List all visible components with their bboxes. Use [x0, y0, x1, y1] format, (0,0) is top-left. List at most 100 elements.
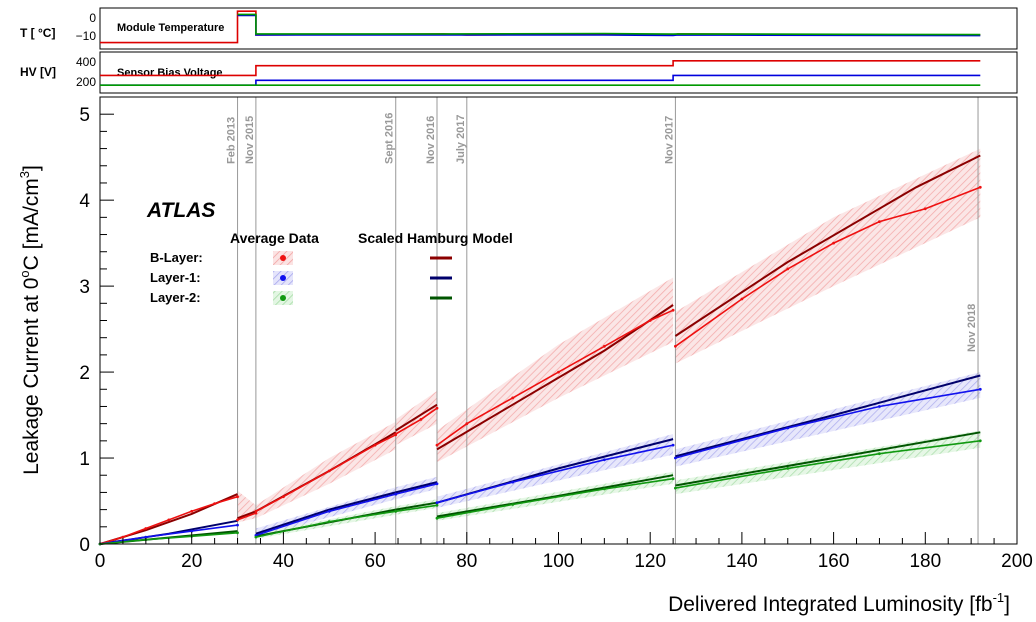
layer-1-data-point: [394, 492, 398, 496]
y-axis-title-end: ]: [20, 165, 43, 171]
period-label: Nov 2016: [425, 116, 437, 164]
layer-2-data-point: [394, 509, 398, 513]
period-label: Nov 2017: [663, 116, 675, 164]
hv-tick-label: 200: [76, 75, 96, 89]
b-layer-data-point: [190, 509, 194, 513]
layer-2-data-line: [395, 504, 438, 513]
temperature-title: Module Temperature: [117, 22, 224, 34]
layer-2-data-point: [236, 531, 239, 535]
hv-tick-label: 400: [76, 55, 96, 69]
x-axis-title-main: Delivered Integrated Luminosity [fb: [668, 593, 993, 616]
layer-2-data-point: [254, 535, 258, 539]
y-axis-title-degree: o: [17, 270, 32, 277]
layer-2-data-point: [603, 487, 606, 491]
period-label: Nov 2018: [966, 304, 978, 352]
period-label: Feb 2013: [226, 117, 238, 164]
layer-2-data-point: [978, 439, 982, 443]
b-layer-data-point: [394, 432, 398, 436]
layer-2-model-line: [395, 501, 438, 511]
y-axis-title-exponent: 3: [17, 171, 32, 178]
legend-header-model: Scaled Hamburg Model: [358, 230, 513, 246]
layer-2-data-line: [436, 477, 674, 519]
temperature-layer-2-line: [237, 13, 981, 36]
b-layer-data-point: [648, 319, 652, 322]
b-layer-data-point: [282, 495, 285, 499]
x-tick-label: 60: [365, 551, 386, 572]
temperature-panel: T [ °C] Module Temperature 0 −10: [20, 7, 1018, 50]
layer-2-data-point: [671, 477, 675, 481]
layer-1-data-point: [435, 482, 439, 486]
b-layer-data-point: [786, 267, 790, 271]
b-layer-data-point: [435, 443, 439, 447]
layer-2-model-line: [436, 474, 674, 518]
b-layer-model-line: [395, 403, 438, 432]
layer-2-model-line: [675, 431, 981, 487]
b-layer-model-line: [237, 510, 257, 520]
b-layer-data-point: [144, 527, 148, 530]
y-tick-label: 4: [79, 191, 90, 212]
b-layer-data-point: [373, 443, 377, 447]
b-layer-data-point: [465, 422, 469, 426]
hv-b-layer-line: [100, 59, 981, 77]
b-layer-data-point: [603, 344, 606, 348]
b-layer-data-point: [674, 344, 677, 348]
layer-2-legend-marker: [280, 295, 286, 301]
x-tick-label: 160: [818, 551, 850, 572]
period-label: Sept 2016: [384, 113, 396, 164]
x-tick-label: 120: [634, 551, 666, 572]
x-tick-label: 200: [1001, 551, 1033, 572]
layer-1-data-line: [395, 483, 438, 495]
b-layer-model-line: [674, 154, 981, 337]
layer-1-model-line: [255, 491, 396, 535]
hv-panel: HV [V] Sensor Bias Voltage 400 200: [20, 51, 1018, 94]
b-layer-data-point: [740, 297, 744, 301]
legend-label-layer-2: Layer-2:: [150, 290, 201, 305]
layer-1-data-point: [878, 405, 881, 408]
x-tick-label: 0: [95, 551, 106, 572]
layer-1-data-point: [190, 529, 194, 533]
layer-2-data-point: [878, 452, 881, 456]
temperature-b-layer-line: [100, 10, 981, 44]
b-layer-uncertainty-band: [437, 277, 674, 463]
layer-1-data-point: [671, 443, 675, 447]
legend-header-data: Average Data: [230, 230, 319, 246]
temperature-ylabel: T [ °C]: [20, 26, 55, 40]
b-layer-data-point: [923, 207, 927, 211]
b-layer-data-point: [121, 535, 125, 539]
b-layer-data-point: [213, 502, 217, 505]
temperature-tick-label: 0: [89, 11, 96, 25]
b-layer-data-point: [671, 308, 675, 312]
y-tick-label: 2: [79, 363, 90, 384]
temperature-frame: [99, 7, 1018, 50]
legend-label-layer-1: Layer-1:: [150, 270, 201, 285]
layer-1-data-point: [511, 480, 515, 484]
b-layer-legend-marker: [280, 255, 286, 261]
layer-2-data-point: [435, 516, 439, 520]
b-layer-data-point: [878, 220, 881, 224]
layer-2-data-line: [675, 440, 981, 489]
y-axis-title-mid: C [mA/cm: [20, 178, 43, 270]
hv-layer-1-line: [100, 74, 981, 86]
b-layer-data-point: [254, 509, 258, 513]
b-layer-data-point: [327, 469, 331, 473]
layer-1-model-line: [395, 481, 438, 494]
period-label: July 2017: [455, 114, 467, 164]
legend-label-b-layer: B-Layer:: [150, 250, 203, 265]
period-label: Nov 2015: [244, 116, 256, 164]
x-axis-title-end: ]: [1004, 593, 1010, 616]
b-layer-data-point: [511, 396, 515, 400]
x-tick-label: 140: [726, 551, 758, 572]
b-layer-data-point: [978, 185, 982, 189]
y-tick-label: 1: [79, 449, 90, 470]
y-tick-label: 0: [79, 535, 90, 556]
layer-1-model-line: [675, 374, 981, 458]
layer-2-data-point: [327, 520, 331, 523]
x-tick-label: 100: [543, 551, 575, 572]
y-axis-title-main: Leakage Current at 0: [20, 278, 43, 475]
layer-1-data-point: [603, 458, 606, 462]
hv-ylabel: HV [V]: [20, 65, 56, 79]
b-layer-uncertainty-band: [675, 148, 981, 364]
atlas-label: ATLAS: [146, 199, 215, 222]
b-layer-data-point: [557, 370, 560, 374]
